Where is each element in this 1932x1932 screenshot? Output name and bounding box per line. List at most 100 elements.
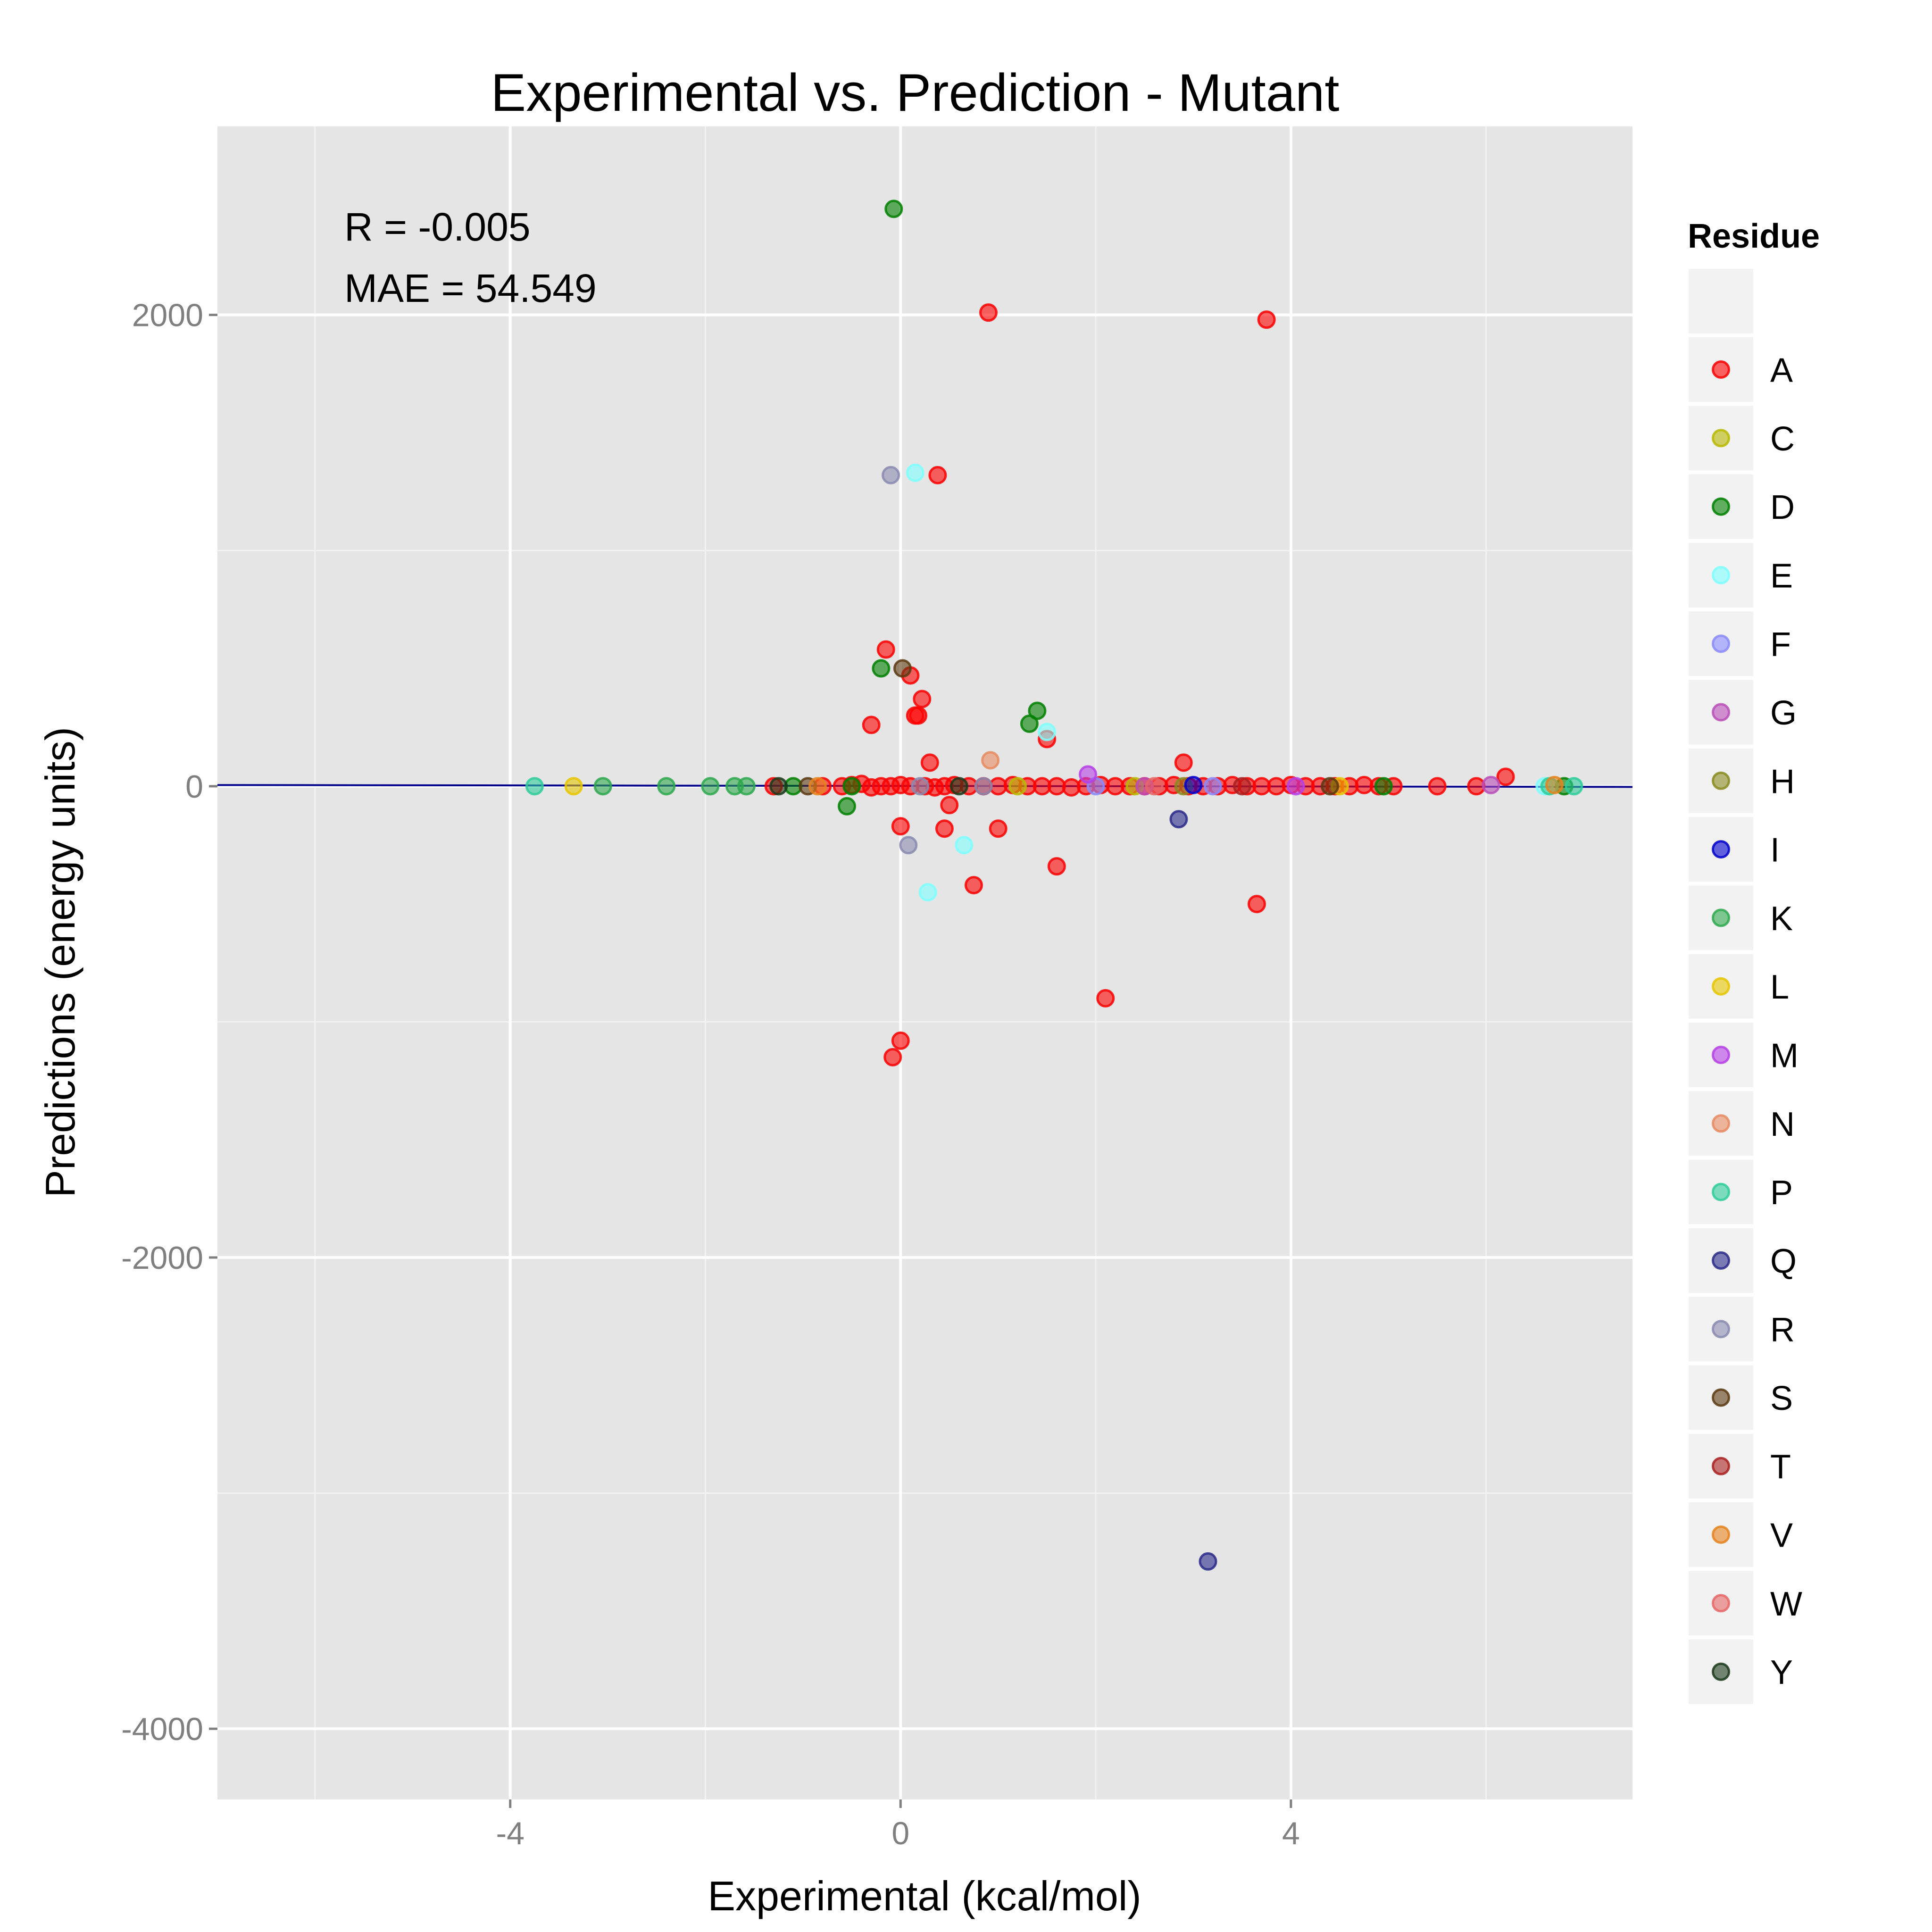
data-point-V bbox=[808, 777, 827, 796]
data-point-D bbox=[1374, 777, 1393, 796]
data-point-A bbox=[883, 1048, 902, 1066]
legend-swatch-S bbox=[1712, 1388, 1730, 1407]
legend-label-W: W bbox=[1770, 1585, 1802, 1623]
y-axis-title: Predictions (energy units) bbox=[37, 727, 83, 1198]
legend-label-N: N bbox=[1770, 1106, 1795, 1143]
y-tick-label: 2000 bbox=[132, 298, 203, 333]
data-point-L bbox=[564, 777, 583, 796]
legend-swatch-N bbox=[1712, 1114, 1730, 1133]
data-point-R bbox=[882, 466, 900, 484]
x-axis-title: Experimental (kcal/mol) bbox=[708, 1873, 1141, 1919]
data-point-A bbox=[920, 753, 939, 772]
data-point-A bbox=[1257, 310, 1276, 329]
legend-swatch-W bbox=[1712, 1594, 1730, 1613]
data-point-A bbox=[935, 819, 954, 838]
data-point-P bbox=[1565, 777, 1583, 796]
legend-label-L: L bbox=[1770, 968, 1789, 1006]
data-point-I bbox=[1184, 775, 1203, 794]
legend-swatch-Q bbox=[1712, 1251, 1730, 1270]
legend-swatch-C bbox=[1712, 429, 1730, 448]
data-point-M bbox=[1286, 777, 1305, 796]
data-point-A bbox=[964, 876, 983, 895]
legend-header-key bbox=[1689, 269, 1753, 333]
y-tick-label: -2000 bbox=[121, 1240, 203, 1276]
legend-label-M: M bbox=[1770, 1037, 1799, 1075]
legend-label-V: V bbox=[1770, 1517, 1793, 1555]
data-point-R bbox=[899, 836, 918, 855]
data-point-E bbox=[1038, 723, 1057, 741]
data-point-Q bbox=[1199, 1552, 1217, 1571]
data-point-P bbox=[525, 777, 544, 796]
legend-swatch-T bbox=[1712, 1457, 1730, 1475]
data-point-A bbox=[876, 640, 895, 659]
data-point-C bbox=[1008, 777, 1027, 796]
grid-minor bbox=[217, 126, 1632, 1799]
legend-label-S: S bbox=[1770, 1380, 1793, 1417]
data-point-R bbox=[974, 777, 993, 796]
x-tick-label: -4 bbox=[496, 1815, 524, 1851]
legend-swatch-H bbox=[1712, 771, 1730, 790]
data-point-K bbox=[593, 777, 612, 796]
legend-label-E: E bbox=[1770, 557, 1793, 595]
data-point-T bbox=[1232, 777, 1251, 796]
data-point-A bbox=[1047, 857, 1066, 876]
data-point-Y bbox=[769, 777, 788, 796]
data-point-F bbox=[1203, 777, 1222, 796]
legend-swatch-P bbox=[1712, 1183, 1730, 1201]
data-point-D bbox=[884, 200, 903, 218]
plot-area bbox=[217, 126, 1633, 1799]
data-point-R bbox=[911, 777, 930, 796]
y-tick-label: 0 bbox=[185, 769, 203, 805]
data-point-W bbox=[1145, 777, 1164, 796]
data-point-V bbox=[1545, 775, 1564, 794]
data-point-Y bbox=[949, 777, 968, 796]
data-point-D bbox=[842, 777, 861, 796]
legend-swatch-R bbox=[1712, 1320, 1730, 1339]
legend-swatch-E bbox=[1712, 566, 1730, 584]
data-point-K bbox=[657, 777, 676, 796]
legend-swatch-L bbox=[1712, 977, 1730, 996]
data-point-G bbox=[1482, 775, 1500, 794]
data-point-A bbox=[891, 817, 910, 836]
data-point-E bbox=[918, 883, 937, 902]
data-point-E bbox=[906, 463, 924, 482]
data-point-A bbox=[1247, 895, 1266, 914]
data-point-A bbox=[1096, 989, 1115, 1008]
legend-swatch-D bbox=[1712, 497, 1730, 516]
legend-label-F: F bbox=[1770, 626, 1791, 664]
legend-label-R: R bbox=[1770, 1311, 1795, 1349]
data-point-D bbox=[872, 659, 891, 678]
legend-label-C: C bbox=[1770, 420, 1795, 458]
legend-label-P: P bbox=[1770, 1174, 1793, 1212]
data-point-A bbox=[989, 819, 1008, 838]
legend-label-K: K bbox=[1770, 900, 1793, 938]
annotation-mae: MAE = 54.549 bbox=[344, 266, 597, 310]
legend-swatch-G bbox=[1712, 703, 1730, 722]
legend-label-G: G bbox=[1770, 694, 1797, 732]
x-tick-label: 0 bbox=[891, 1815, 909, 1851]
annotation-r: R = -0.005 bbox=[344, 205, 531, 249]
y-axis-ticks: -4000 -2000 0 2000 bbox=[121, 298, 217, 1747]
data-point-A bbox=[909, 706, 928, 725]
points-layer bbox=[525, 200, 1583, 1571]
legend-label-I: I bbox=[1770, 832, 1780, 869]
data-point-A bbox=[940, 796, 959, 815]
data-point-A bbox=[1496, 767, 1515, 786]
data-point-K bbox=[737, 777, 756, 796]
x-tick-label: 4 bbox=[1282, 1815, 1300, 1851]
legend-swatch-A bbox=[1712, 360, 1730, 379]
data-point-D bbox=[1020, 714, 1039, 733]
legend-label-H: H bbox=[1770, 763, 1795, 800]
data-point-S bbox=[1321, 777, 1340, 796]
data-point-Q bbox=[1169, 810, 1188, 829]
data-point-A bbox=[891, 1031, 910, 1050]
data-point-E bbox=[955, 836, 974, 855]
legend-swatch-V bbox=[1712, 1525, 1730, 1544]
plot-panel bbox=[217, 126, 1632, 1799]
data-point-A bbox=[1428, 777, 1447, 796]
legend-swatch-K bbox=[1712, 908, 1730, 927]
data-point-D bbox=[1028, 701, 1047, 720]
legend-swatch-M bbox=[1712, 1046, 1730, 1064]
